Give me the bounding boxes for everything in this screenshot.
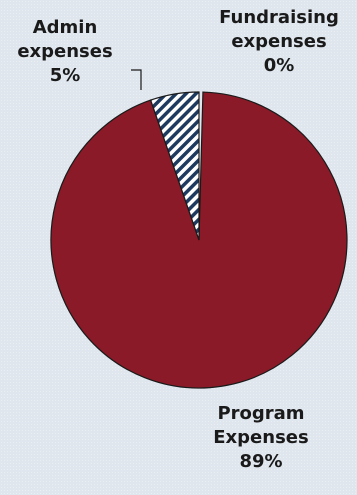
admin-label-line1: Admin [6, 16, 124, 40]
program-label-percent: 89% [176, 450, 346, 474]
fundraising-label-line2: expenses [201, 30, 357, 54]
fundraising-label-percent: 0% [201, 54, 357, 78]
admin-label-line2: expenses [6, 40, 124, 64]
leader-lines [131, 70, 141, 90]
program-label-line2: Expenses [176, 426, 346, 450]
program-label-line1: Program [176, 402, 346, 426]
admin-label-percent: 5% [6, 64, 124, 88]
fundraising-expenses-label: Fundraising expenses 0% [201, 6, 357, 78]
admin-expenses-label: Admin expenses 5% [6, 16, 124, 88]
program-expenses-label: Program Expenses 89% [176, 402, 346, 474]
admin-leader-line [131, 70, 141, 90]
fundraising-label-line1: Fundraising [201, 6, 357, 30]
pie-slices [51, 92, 347, 388]
